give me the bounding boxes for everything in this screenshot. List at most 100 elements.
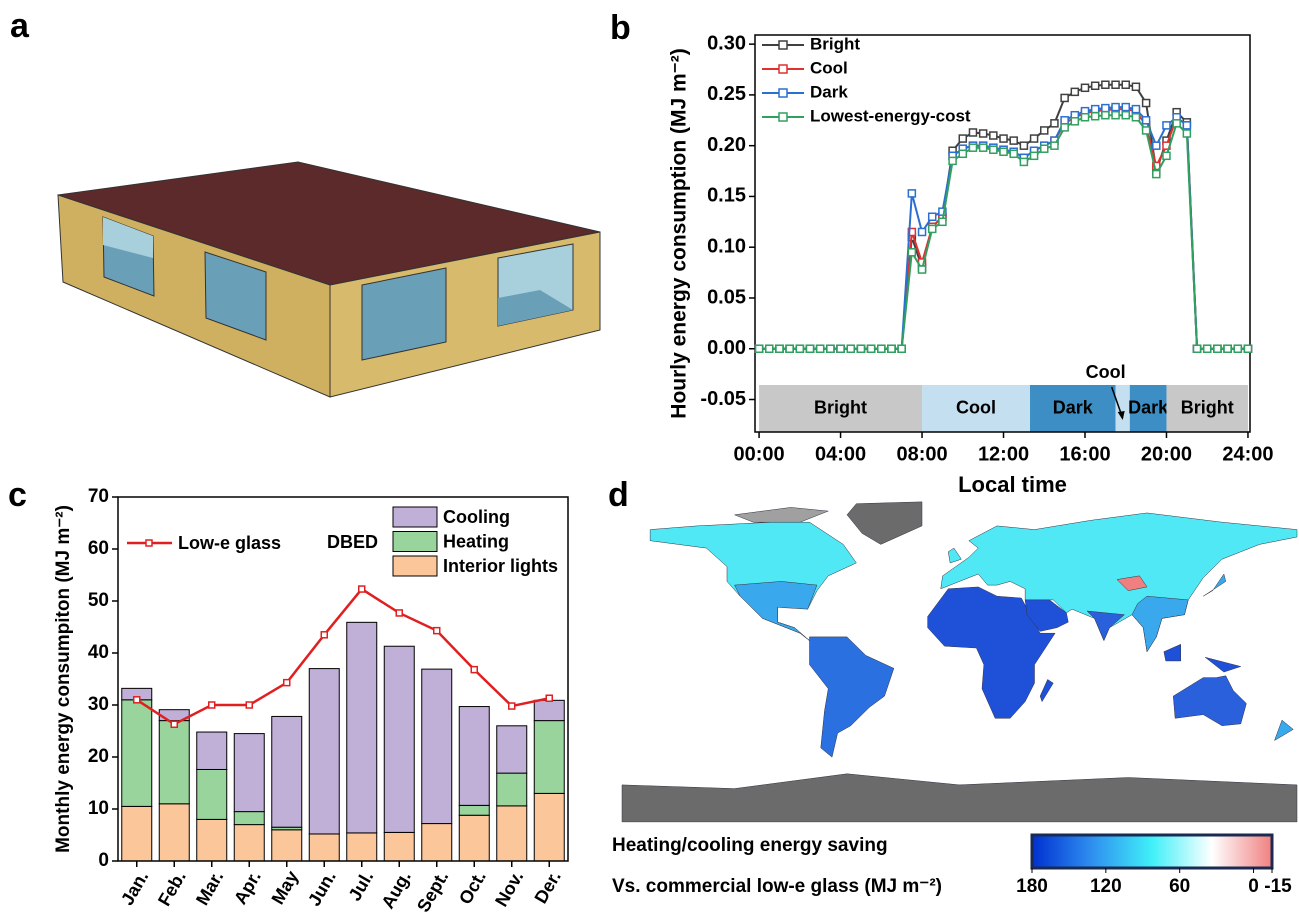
x-tick-label: 12:00 [978, 443, 1029, 465]
y-tick-label: 0.05 [707, 286, 746, 308]
colorbar-tick-label: 0 [1248, 876, 1259, 897]
x-tick-label: Jan. [117, 867, 152, 908]
point [1163, 152, 1170, 159]
bar-segment [309, 669, 339, 834]
point [1041, 127, 1048, 134]
x-tick-label: 08:00 [896, 443, 947, 465]
legend-label: Cooling [443, 507, 510, 527]
series-line [759, 109, 1248, 349]
point [756, 345, 763, 352]
point [908, 190, 915, 197]
point [868, 345, 875, 352]
panel-label: c [8, 476, 27, 514]
point [546, 695, 552, 701]
x-tick-label: Apr. [230, 867, 265, 907]
point [959, 150, 966, 157]
x-tick-label: Jul. [344, 867, 377, 904]
point [786, 345, 793, 352]
panel-label: b [610, 9, 631, 47]
point [1031, 135, 1038, 142]
point [1173, 120, 1180, 127]
point [1092, 106, 1099, 113]
x-tick-label: 00:00 [733, 443, 784, 465]
region [735, 581, 818, 640]
y-tick-label: 20 [88, 746, 109, 767]
point [1132, 106, 1139, 113]
point [1051, 142, 1058, 149]
point [1061, 124, 1068, 131]
x-tick-label: Nov. [491, 867, 527, 910]
point [1122, 112, 1129, 119]
point [1194, 345, 1201, 352]
panel-label: a [10, 7, 30, 45]
india [1087, 611, 1125, 641]
x-tick-label: Aug. [378, 867, 415, 912]
x-tick-label: May [267, 867, 302, 907]
bar-segment [422, 824, 452, 861]
legend-label: Cool [810, 58, 848, 77]
x-tick-label: Sept. [413, 867, 452, 912]
y-tick-label: 0.30 [707, 32, 746, 54]
legend-label: Dark [810, 82, 848, 101]
point [1132, 114, 1139, 121]
point [1132, 83, 1139, 90]
colorbar [1032, 835, 1272, 868]
bar-segment [534, 793, 564, 861]
point [1041, 145, 1048, 152]
point [1153, 171, 1160, 178]
x-tick-label: 16:00 [1059, 443, 1110, 465]
x-tick-label: Jun. [304, 867, 340, 909]
legend-marker [146, 540, 152, 546]
point [990, 132, 997, 139]
point [1153, 142, 1160, 149]
y-tick-label: 50 [88, 590, 109, 611]
x-tick-label: Feb. [154, 867, 190, 909]
antarctica [622, 774, 1297, 822]
y-tick-label: 60 [88, 538, 109, 559]
point [1010, 137, 1017, 144]
legend-label: Low-e glass [178, 533, 281, 553]
schedule-label: Cool [956, 397, 996, 417]
series-line [137, 589, 550, 724]
point [878, 345, 885, 352]
panel-label: d [608, 476, 629, 514]
point [959, 135, 966, 142]
point [969, 129, 976, 136]
bar-segment [347, 622, 377, 833]
point [1143, 127, 1150, 134]
colorbar-tick-label: 180 [1016, 876, 1048, 897]
point [1143, 117, 1150, 124]
schedule-label: Dark [1128, 397, 1169, 417]
point [1112, 112, 1119, 119]
point [980, 130, 987, 137]
legend-label: Bright [810, 34, 860, 53]
legend-title: DBED [327, 532, 378, 552]
point [1071, 118, 1078, 125]
y-tick-label: 10 [88, 798, 109, 819]
point [949, 157, 956, 164]
x-tick-label: Der. [530, 867, 564, 906]
point [980, 144, 987, 151]
legend-label: Lowest-energy-cost [810, 106, 971, 125]
y-tick-label: 40 [88, 642, 109, 663]
point [919, 228, 926, 235]
island [1275, 720, 1294, 740]
point [908, 249, 915, 256]
point [1112, 104, 1119, 111]
australia [1173, 676, 1246, 726]
point [1092, 82, 1099, 89]
point [776, 345, 783, 352]
legend-marker [779, 65, 787, 73]
x-tick-label: 24:00 [1222, 443, 1273, 465]
point [1244, 345, 1251, 352]
point [1183, 122, 1190, 129]
bar-segment [272, 716, 302, 827]
bar-segment [497, 773, 527, 806]
point [1122, 81, 1129, 88]
point [1082, 84, 1089, 91]
point [919, 266, 926, 273]
north-america [650, 522, 856, 640]
bar-segment [197, 819, 227, 861]
x-tick-label: 04:00 [815, 443, 866, 465]
bar-segment [159, 721, 189, 804]
